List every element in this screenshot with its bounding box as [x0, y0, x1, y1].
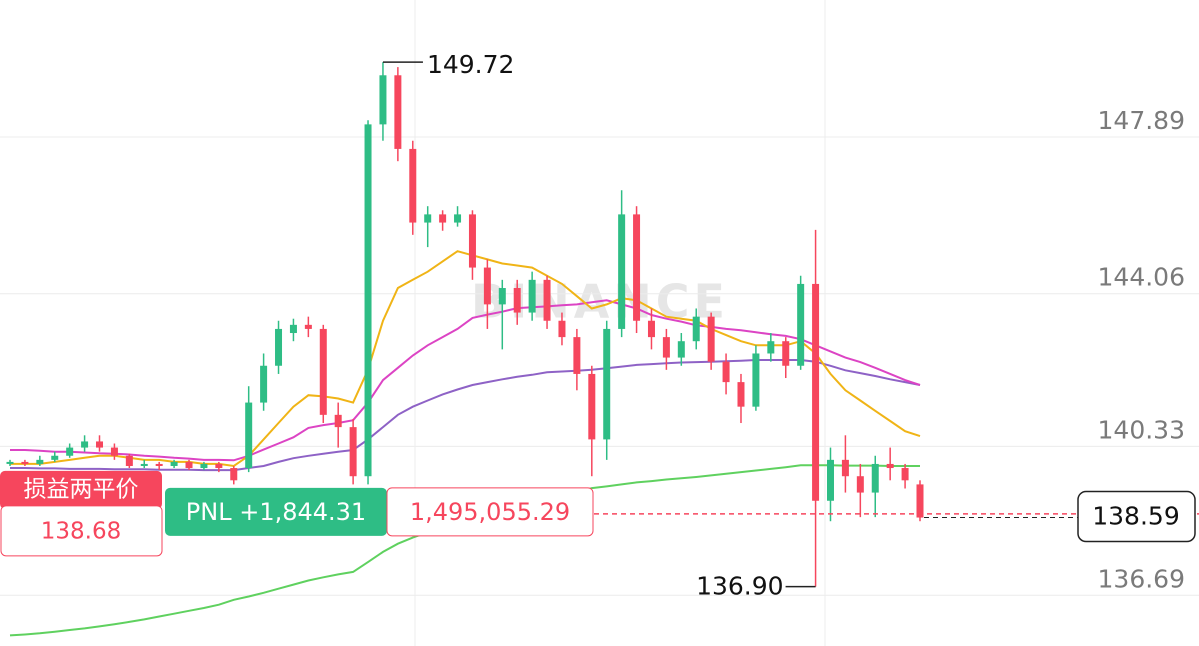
candle-body	[603, 328, 611, 440]
candle-body	[6, 461, 14, 464]
candle-body	[543, 279, 551, 321]
candle-body	[319, 328, 327, 415]
break-even-title-box	[0, 470, 162, 509]
candle-body	[722, 361, 730, 383]
moving-average-line	[10, 359, 921, 472]
candle-body	[856, 476, 864, 493]
candle-body	[334, 414, 342, 428]
candle-body	[304, 324, 312, 329]
candle-body	[737, 382, 745, 407]
candle-body	[409, 148, 417, 223]
candle-body	[677, 341, 685, 358]
candle-body	[647, 320, 655, 338]
y-tick-label: 140.33	[1098, 415, 1185, 444]
candle-body	[633, 214, 641, 321]
candle-body	[558, 320, 566, 338]
candle-body	[230, 468, 238, 481]
candle-body	[468, 214, 476, 268]
y-tick-label: 147.89	[1098, 106, 1185, 135]
candle-body	[812, 283, 820, 501]
high-marker-label: 149.72	[427, 50, 514, 79]
candle-body	[916, 484, 924, 518]
candle-body	[424, 214, 432, 223]
candle-body	[871, 463, 879, 493]
y-tick-label: 144.06	[1098, 263, 1185, 292]
candle-body	[886, 463, 894, 469]
break-even-price: 138.68	[41, 518, 121, 544]
candle-body	[707, 316, 715, 362]
candle-body	[454, 214, 462, 223]
candle-body	[498, 288, 506, 305]
candle-body	[692, 316, 700, 342]
candle-body	[379, 75, 387, 125]
break-even-title: 损益两平价	[24, 476, 139, 502]
candle-body	[36, 459, 44, 464]
candle-body	[96, 441, 104, 448]
last-price-box	[1077, 490, 1196, 543]
candle-body	[528, 279, 536, 313]
candle-body	[289, 324, 297, 334]
pnl-label: PNL +1,844.31	[186, 498, 366, 526]
candle-body	[483, 267, 491, 305]
pnl-box	[165, 487, 387, 536]
candle-body	[826, 459, 834, 501]
position-size: 1,495,055.29	[410, 498, 570, 526]
candle-body	[662, 337, 670, 358]
last-price-label: 138.59	[1092, 502, 1179, 531]
candle-body	[51, 455, 59, 460]
candle-body	[21, 461, 29, 464]
y-tick-label: 136.69	[1098, 564, 1185, 593]
candle-body	[394, 75, 402, 149]
candle-body	[185, 461, 193, 469]
position-size-box	[386, 487, 594, 537]
candle-body	[797, 283, 805, 366]
candle-body	[110, 447, 118, 456]
candle-body	[782, 341, 790, 366]
candle-body	[588, 373, 596, 440]
candle-body	[140, 463, 148, 466]
candle-body	[349, 427, 357, 477]
candle-body	[767, 341, 775, 354]
candle-body	[439, 214, 447, 223]
candle-body	[66, 447, 74, 456]
moving-average-line	[10, 299, 921, 462]
candle-body	[618, 214, 626, 329]
candle-body	[513, 288, 521, 313]
candle-body	[275, 328, 283, 366]
candle-body	[245, 402, 253, 469]
candle-body	[260, 365, 268, 403]
candle-body	[155, 463, 163, 466]
candle-body	[200, 463, 208, 469]
candle-body	[752, 353, 760, 407]
candle-body	[841, 459, 849, 477]
candle-body	[901, 468, 909, 481]
candle-body	[573, 337, 581, 374]
candle-body	[125, 455, 133, 466]
candle-body	[170, 461, 178, 466]
candle-body	[215, 463, 223, 469]
candle-body	[364, 124, 372, 477]
low-marker-label: 136.90	[696, 572, 783, 601]
candle-body	[81, 441, 89, 448]
break-even-price-box	[0, 505, 163, 557]
